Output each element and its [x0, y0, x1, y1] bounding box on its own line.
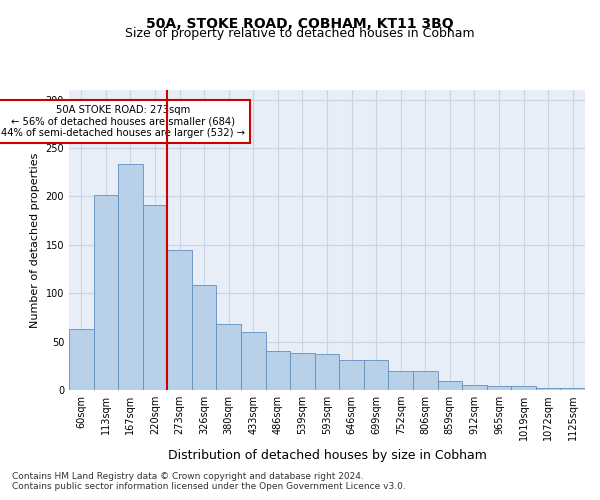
Bar: [315, 354, 339, 390]
Bar: [69, 329, 94, 390]
Bar: [241, 332, 266, 390]
Bar: [487, 386, 511, 390]
Bar: [192, 286, 217, 390]
Bar: [560, 388, 585, 390]
Text: 50A, STOKE ROAD, COBHAM, KT11 3BQ: 50A, STOKE ROAD, COBHAM, KT11 3BQ: [146, 18, 454, 32]
Bar: [536, 388, 560, 390]
Bar: [511, 386, 536, 390]
Text: Contains public sector information licensed under the Open Government Licence v3: Contains public sector information licen…: [12, 482, 406, 491]
Bar: [339, 360, 364, 390]
Bar: [413, 370, 437, 390]
Bar: [462, 385, 487, 390]
X-axis label: Distribution of detached houses by size in Cobham: Distribution of detached houses by size …: [167, 448, 487, 462]
Y-axis label: Number of detached properties: Number of detached properties: [30, 152, 40, 328]
Bar: [266, 352, 290, 390]
Text: 50A STOKE ROAD: 273sqm
← 56% of detached houses are smaller (684)
44% of semi-de: 50A STOKE ROAD: 273sqm ← 56% of detached…: [1, 104, 245, 138]
Bar: [437, 382, 462, 390]
Bar: [167, 250, 192, 390]
Bar: [143, 205, 167, 390]
Bar: [118, 164, 143, 390]
Text: Contains HM Land Registry data © Crown copyright and database right 2024.: Contains HM Land Registry data © Crown c…: [12, 472, 364, 481]
Bar: [217, 324, 241, 390]
Text: Size of property relative to detached houses in Cobham: Size of property relative to detached ho…: [125, 28, 475, 40]
Bar: [388, 370, 413, 390]
Bar: [290, 353, 315, 390]
Bar: [364, 360, 388, 390]
Bar: [94, 194, 118, 390]
